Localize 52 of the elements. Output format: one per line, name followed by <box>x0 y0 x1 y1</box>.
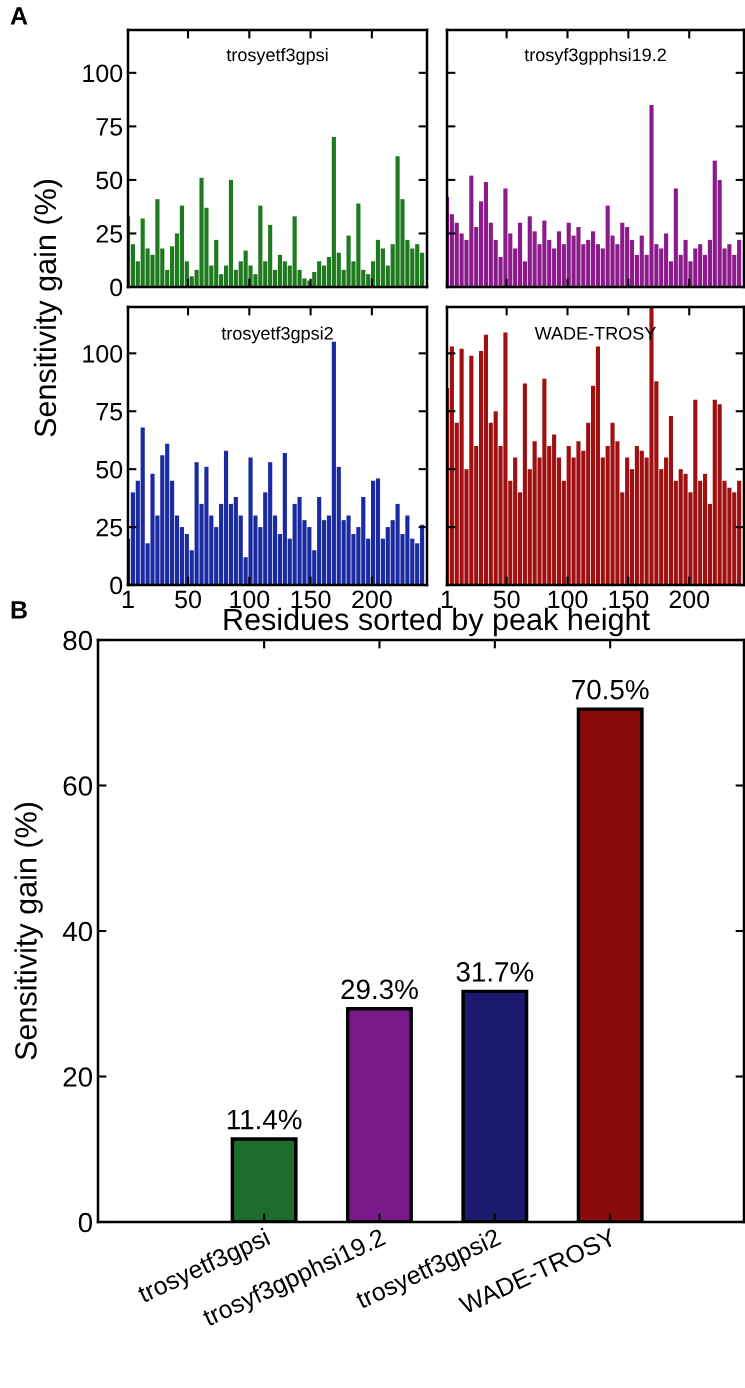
y-tick-label: 75 <box>96 118 123 136</box>
y-tick-label: 80 <box>63 630 93 651</box>
bar <box>228 179 234 287</box>
bar <box>223 450 229 585</box>
bar <box>649 104 654 287</box>
bar <box>375 239 381 287</box>
y-tick-label: 100 <box>83 64 123 83</box>
y-tick-label: 0 <box>78 1212 93 1233</box>
x-tick-label: 150 <box>291 590 331 609</box>
y-tick-label: 50 <box>96 460 123 479</box>
y-tick-label: 0 <box>110 278 123 297</box>
bar <box>517 222 523 287</box>
data-label: 11.4% <box>227 1109 302 1130</box>
y-tick-label: 100 <box>83 344 123 363</box>
y-tick-label: 75 <box>96 403 123 421</box>
bar <box>483 182 489 287</box>
bar <box>576 227 581 287</box>
x-tick-label: 150 <box>609 590 649 609</box>
y-axis-title: Sensitivity gain (%) <box>33 179 63 437</box>
x-tick-label: 100 <box>548 590 588 609</box>
x-tick-label: 200 <box>352 590 392 609</box>
bar <box>610 422 615 585</box>
y-tick-label: 25 <box>96 518 123 537</box>
bar <box>375 478 381 585</box>
y-tick-label: 20 <box>63 1067 93 1087</box>
bar <box>576 441 581 585</box>
text: B <box>11 601 27 619</box>
x-tick-label: 1 <box>122 590 134 608</box>
x-tick-label: 1 <box>441 590 453 608</box>
bar <box>702 473 708 585</box>
x-tick-label: 200 <box>669 590 710 609</box>
data-label: 70.5% <box>572 679 649 700</box>
text: A <box>10 7 28 25</box>
bar <box>277 254 283 287</box>
bar <box>483 334 489 585</box>
y-tick-label: 60 <box>63 776 93 796</box>
y-tick-label: 25 <box>96 225 123 243</box>
data-label: 29.3% <box>341 979 418 1000</box>
x-tick-label: 50 <box>175 590 201 609</box>
text: trosyf3gpphsi19.2 <box>524 47 666 65</box>
x-tick-label: 100 <box>230 590 270 609</box>
x-tick-label: 50 <box>493 590 520 609</box>
y-axis-title: Sensitivity gain (%) <box>14 802 43 1060</box>
y-tick-label: 40 <box>62 921 93 942</box>
data-label: 31.7% <box>456 962 534 982</box>
y-tick-label: 50 <box>96 171 123 190</box>
bar <box>668 415 674 585</box>
y-tick-label: 0 <box>110 576 123 595</box>
text: trosyetf3gpsi2 <box>221 326 333 344</box>
text: trosyetf3gpsi <box>226 47 328 65</box>
bar <box>556 231 562 287</box>
bar <box>150 473 155 585</box>
